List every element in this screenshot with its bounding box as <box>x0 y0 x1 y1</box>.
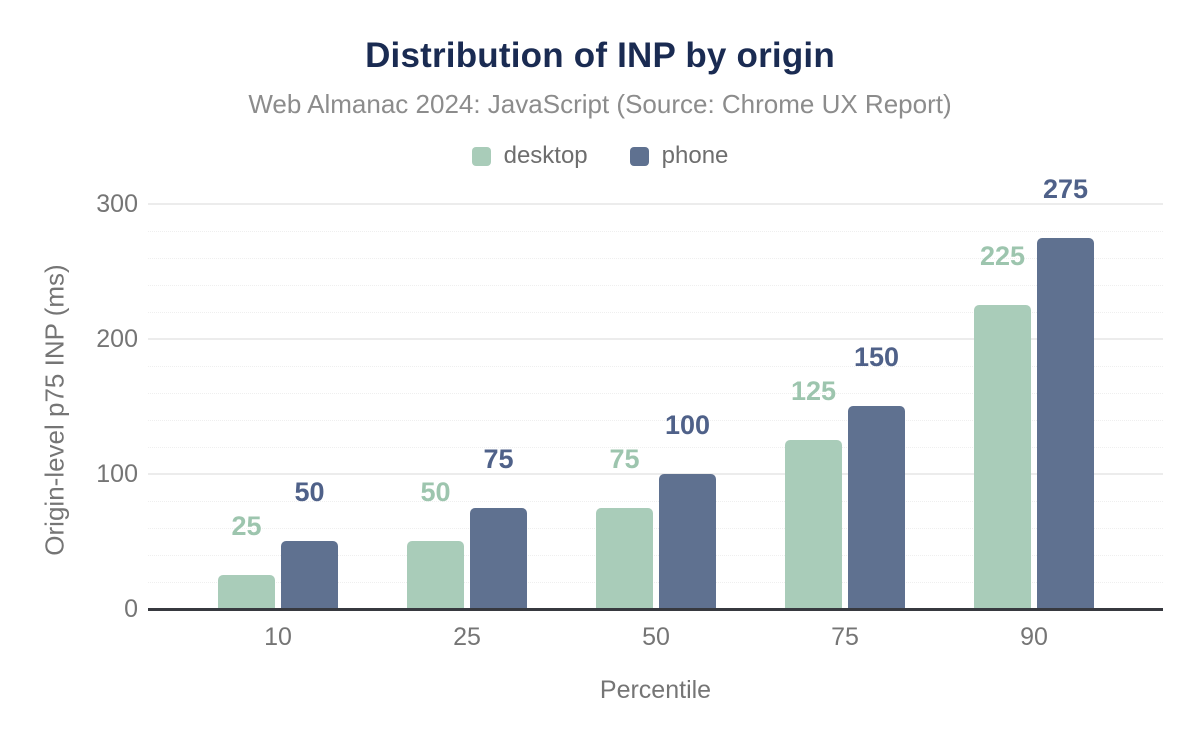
value-label-phone-p25: 75 <box>483 444 514 474</box>
value-label-desktop-p75: 125 <box>790 376 837 406</box>
legend-item-desktop[interactable]: desktop <box>471 142 588 170</box>
bar-phone-p10[interactable] <box>281 541 338 609</box>
legend-label-phone: phone <box>661 142 729 169</box>
minor-gridline-160 <box>148 393 1163 394</box>
minor-gridline-240 <box>148 285 1163 286</box>
bar-desktop-p25[interactable] <box>407 541 464 609</box>
x-tick-75: 75 <box>831 623 859 651</box>
y-tick-100: 100 <box>96 460 138 488</box>
minor-gridline-220 <box>148 312 1163 313</box>
value-label-desktop-p90: 225 <box>979 241 1026 271</box>
bar-phone-p90[interactable] <box>1037 238 1094 609</box>
value-label-desktop-p50: 75 <box>609 444 640 474</box>
chart-title: Distribution of INP by origin <box>365 36 835 75</box>
y-tick-200: 200 <box>96 325 138 353</box>
legend-swatch-desktop <box>471 146 491 166</box>
minor-gridline-20 <box>148 582 1163 583</box>
gridline-300 <box>148 203 1163 205</box>
value-label-desktop-p25: 50 <box>420 477 451 507</box>
minor-gridline-40 <box>148 555 1163 556</box>
bar-phone-p75[interactable] <box>848 406 905 609</box>
x-tick-50: 50 <box>642 623 670 651</box>
value-label-phone-p90: 275 <box>1042 174 1089 204</box>
value-label-desktop-p10: 25 <box>231 511 262 541</box>
x-tick-10: 10 <box>264 623 292 651</box>
minor-gridline-120 <box>148 447 1163 448</box>
minor-gridline-140 <box>148 420 1163 421</box>
value-label-phone-p75: 150 <box>853 342 900 372</box>
minor-gridline-60 <box>148 528 1163 529</box>
gridline-200 <box>148 338 1163 340</box>
bar-phone-p50[interactable] <box>659 474 716 609</box>
bar-desktop-p50[interactable] <box>596 508 653 609</box>
minor-gridline-80 <box>148 501 1163 502</box>
chart-subtitle: Web Almanac 2024: JavaScript (Source: Ch… <box>248 89 952 119</box>
x-tick-90: 90 <box>1020 623 1048 651</box>
minor-gridline-280 <box>148 231 1163 232</box>
minor-gridline-260 <box>148 258 1163 259</box>
x-axis-title: Percentile <box>599 676 712 704</box>
value-label-phone-p50: 100 <box>664 410 711 440</box>
gridline-100 <box>148 473 1163 475</box>
legend-label-desktop: desktop <box>503 142 588 169</box>
minor-gridline-180 <box>148 366 1163 367</box>
bar-desktop-p10[interactable] <box>218 575 275 609</box>
y-tick-0: 0 <box>124 595 138 623</box>
bar-desktop-p90[interactable] <box>974 305 1031 609</box>
legend-item-phone[interactable]: phone <box>629 142 729 170</box>
legend-swatch-phone <box>629 146 649 166</box>
x-tick-25: 25 <box>453 623 481 651</box>
value-label-phone-p10: 50 <box>294 477 325 507</box>
y-axis-title: Origin-level p75 INP (ms) <box>39 264 70 556</box>
bar-phone-p25[interactable] <box>470 508 527 609</box>
x-axis-line <box>148 608 1163 611</box>
chart-legend: desktop phone <box>0 142 1200 170</box>
y-tick-300: 300 <box>96 190 138 218</box>
bar-desktop-p75[interactable] <box>785 440 842 609</box>
